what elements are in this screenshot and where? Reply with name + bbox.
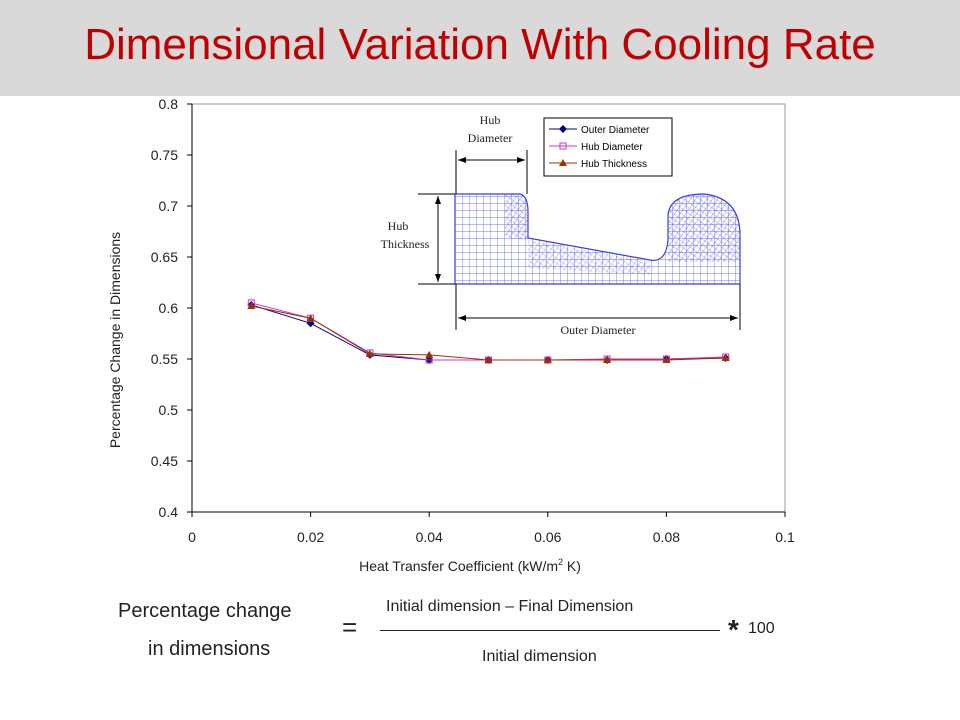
formula-factor: 100 — [748, 620, 775, 637]
series-1 — [247, 299, 730, 364]
x-tick-label: 0.08 — [653, 529, 680, 545]
data-point — [543, 356, 552, 364]
hub-diameter-label-2: Diameter — [468, 131, 513, 145]
series-0 — [247, 300, 730, 365]
y-ticks: 0.4 0.45 0.5 0.55 0.6 0.65 0.7 0.75 0.8 — [151, 96, 192, 520]
data-point — [721, 353, 730, 361]
legend-label: Outer Diameter — [581, 125, 650, 136]
y-axis-label: Percentage Change in Dimensions — [107, 232, 123, 448]
y-tick-label: 0.4 — [159, 504, 179, 520]
data-point — [603, 356, 612, 364]
arrowhead — [517, 157, 525, 163]
outer-diameter-label: Outer Diameter — [561, 323, 636, 337]
legend-marker — [559, 159, 567, 166]
formula-multiply: * — [728, 614, 739, 645]
x-tick-label: 0 — [188, 529, 196, 545]
legend-items: Outer Diameter Hub Diameter Hub Thickness — [549, 125, 650, 170]
legend-label: Hub Thickness — [581, 159, 647, 170]
legend-marker — [559, 142, 567, 150]
formula-equals: = — [342, 612, 358, 642]
legend-marker — [559, 125, 567, 133]
y-tick-label: 0.45 — [151, 453, 178, 469]
arrowhead — [730, 315, 738, 321]
arrowhead — [435, 274, 441, 282]
y-tick-label: 0.55 — [151, 351, 178, 367]
data-point — [306, 314, 315, 322]
mesh-rim-fine — [668, 194, 740, 262]
arrowhead — [458, 157, 466, 163]
x-tick-label: 0.02 — [297, 529, 324, 545]
slide-title: Dimensional Variation With Cooling Rate — [84, 20, 876, 69]
arrowhead — [458, 315, 466, 321]
mesh-hub-fine — [505, 194, 528, 240]
series-layer — [247, 299, 730, 365]
y-tick-label: 0.75 — [151, 147, 178, 163]
formula-lhs-line2: in dimensions — [148, 638, 271, 660]
series-2 — [247, 301, 730, 364]
arrowhead — [435, 196, 441, 204]
x-axis-label-superscript: 2 — [558, 557, 563, 567]
y-tick-label: 0.5 — [159, 402, 179, 418]
series-line — [251, 302, 726, 361]
mesh-web-fine — [528, 240, 650, 275]
x-axis-label: Heat Transfer Coefficient (kW/m2 K) — [359, 557, 581, 574]
data-point — [662, 356, 671, 364]
legend: Outer Diameter Hub Diameter Hub Thickness — [543, 117, 673, 177]
x-axis-label-main: Heat Transfer Coefficient (kW/m — [359, 558, 558, 574]
data-point — [425, 350, 434, 358]
x-ticks: 0 0.02 0.04 0.06 0.08 0.1 — [188, 512, 795, 545]
data-point — [247, 301, 256, 309]
hub-thickness-label-2: Thickness — [381, 237, 430, 251]
y-tick-label: 0.7 — [159, 198, 179, 214]
series-line — [251, 305, 726, 361]
formula-denominator: Initial dimension — [482, 648, 597, 665]
y-tick-label: 0.8 — [159, 96, 179, 112]
plot-area — [191, 103, 786, 513]
formula-fraction-line — [380, 630, 720, 631]
formula-numerator: Initial dimension – Final Dimension — [386, 598, 634, 615]
hub-diameter-label-1: Hub — [480, 113, 501, 127]
title-bar — [0, 0, 960, 96]
x-tick-label: 0.04 — [416, 529, 443, 545]
legend-label: Hub Diameter — [581, 142, 643, 153]
hub-thickness-label-1: Hub — [388, 219, 409, 233]
series-line — [251, 304, 726, 361]
x-axis-label-tail: K) — [563, 558, 581, 574]
data-point — [484, 356, 493, 364]
data-point — [365, 349, 374, 357]
y-tick-label: 0.65 — [151, 249, 178, 265]
x-tick-label: 0.06 — [534, 529, 561, 545]
formula-lhs-line1: Percentage change — [118, 600, 292, 622]
mesh-inset: Hub Diameter Hub Thickness Outer Diamete… — [381, 113, 741, 337]
y-tick-label: 0.6 — [159, 300, 179, 316]
x-tick-label: 0.1 — [775, 529, 795, 545]
